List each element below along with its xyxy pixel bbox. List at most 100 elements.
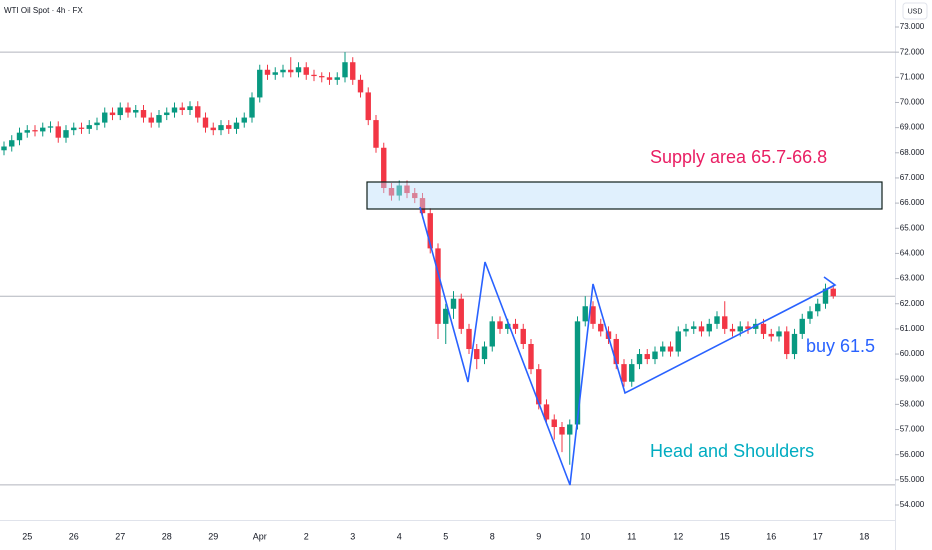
candle-body [171,107,178,113]
y-tick-label: 56.000 [900,450,925,459]
x-tick-label: 11 [627,531,636,541]
candle-body [187,106,193,111]
candle-body [280,69,286,73]
y-tick-label: 70.000 [900,98,925,107]
y-tick-label: 61.000 [900,324,925,333]
candle-body [202,117,209,128]
x-tick-label: 8 [490,531,495,541]
y-tick-label: 59.000 [900,374,925,383]
pattern-label: Head and Shoulders [650,441,814,461]
candle-body [497,321,503,329]
candle-body [357,79,364,93]
candle-body [512,323,519,329]
candle-body [505,323,511,329]
plot-area: 54.000 55.000 56.000 57.000 58.000 59.000 60.0… [0,22,925,541]
candle-body [140,110,147,118]
candle-body [768,333,774,337]
candle-body [233,122,240,129]
y-tick-label: 71.000 [900,72,925,81]
y-tick-label: 72.000 [900,47,925,56]
candle-body [489,321,495,347]
candle-body [621,364,627,382]
candle-body [815,303,821,312]
y-tick-label: 62.000 [900,299,925,308]
y-tick-label: 73.000 [900,22,925,31]
currency-label: USD [908,8,923,15]
candle-body [47,126,54,128]
candle-body [807,311,813,319]
candle-body [791,333,798,355]
y-tick-label: 54.000 [900,500,925,509]
candle-body [528,343,534,370]
y-tick-label: 65.000 [900,223,925,232]
candle-body [443,308,449,324]
candle-body [722,316,728,329]
candle-body [474,349,480,360]
supply-zone [366,181,883,210]
x-tick-label: 5 [443,531,448,541]
y-tick-label: 68.000 [900,148,925,157]
candle-body [419,198,426,214]
candle-body [667,346,674,352]
y-tick-label: 57.000 [900,425,925,434]
candle-body [691,326,697,329]
candle-body [675,331,681,352]
candle-body [551,419,557,428]
x-tick-label: 16 [766,531,776,541]
candle-body [249,97,255,118]
candle-body [319,76,325,78]
candle-body [590,306,596,324]
arrow-head [823,276,837,291]
candle-body [660,346,666,352]
candle-body [381,147,387,189]
candle-body [799,318,805,334]
candle-body [272,72,278,75]
x-tick-label: 25 [22,531,32,541]
y-tick-label: 67.000 [900,173,925,182]
y-tick-label: 66.000 [900,198,925,207]
x-tick-label: 28 [162,531,172,541]
candle-body [350,62,356,80]
buy-label: buy 61.5 [806,336,875,356]
candle-body [373,120,379,148]
candle-body [427,213,433,249]
candle-body [179,107,185,111]
candle-body [636,354,643,365]
x-tick-label: 10 [580,531,590,541]
candle-body [226,125,232,129]
candle-body [210,127,216,131]
candle-body [574,321,581,425]
candle-body [776,331,782,337]
candle-body [784,331,790,355]
candle-body [40,127,46,132]
candle-body [55,126,61,138]
x-tick-label: 18 [859,531,869,541]
candle-body [396,185,402,196]
candle-body [830,288,836,297]
x-tick-label: 2 [304,531,309,541]
candle-body [450,298,457,309]
candle-body [582,306,588,322]
x-tick-label: 26 [69,531,79,541]
x-tick-label: 3 [350,531,355,541]
candle-body [195,106,201,118]
candle-body [156,115,162,123]
candle-body [148,117,154,123]
pattern-lines [419,206,836,486]
candle-body [125,107,131,113]
candle-body [706,323,712,332]
candle-body [9,140,15,147]
candle-body [365,92,371,121]
candle-body [543,404,550,420]
candle-body [102,112,108,123]
candle-body [94,122,100,126]
y-tick-label: 60.000 [900,349,925,358]
candle-body [24,130,30,133]
candle-body [629,364,635,382]
y-tick-label: 69.000 [900,123,925,132]
candle-body [257,69,263,98]
candle-body [63,130,69,138]
candle-body [698,326,705,332]
